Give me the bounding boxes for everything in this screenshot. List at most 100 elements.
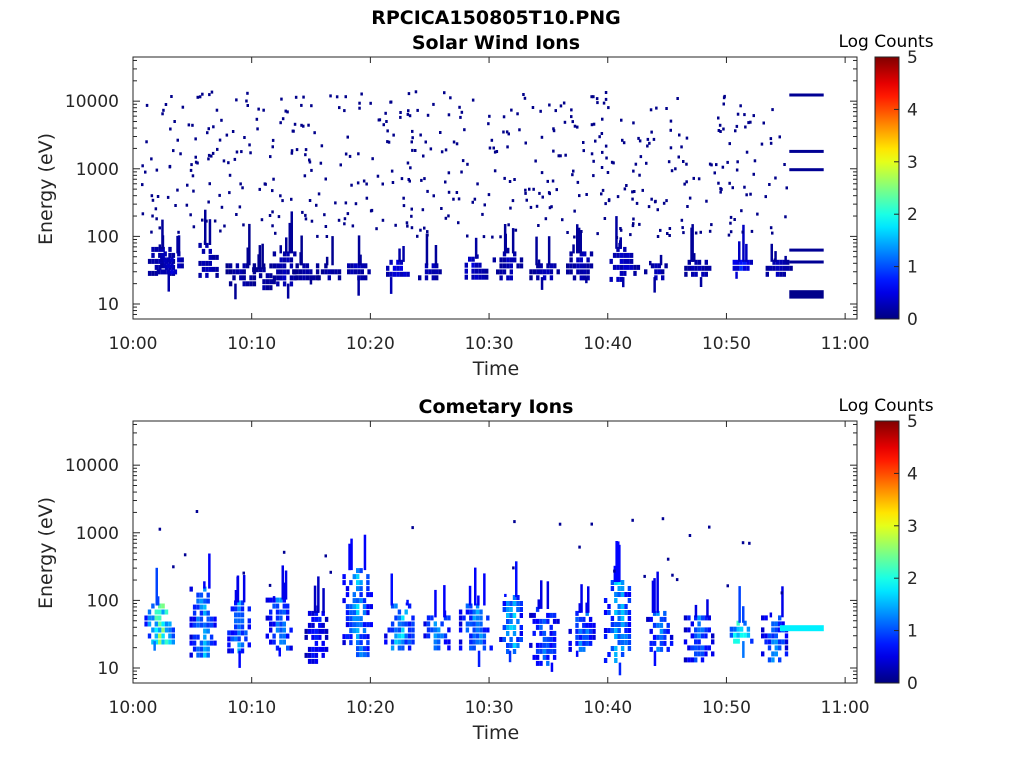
noise-point <box>172 565 175 569</box>
axes-frame <box>132 420 858 684</box>
cell <box>742 224 745 262</box>
cell <box>666 622 670 628</box>
cell <box>314 652 319 658</box>
cell <box>257 254 260 270</box>
colorbar-label: Log Counts <box>838 396 933 416</box>
cell <box>767 639 772 645</box>
noise-point <box>455 142 459 146</box>
noise-point <box>771 231 774 235</box>
cell <box>356 598 360 604</box>
noise-point <box>736 112 740 116</box>
cell <box>398 248 401 262</box>
cell <box>552 636 557 642</box>
noise-point <box>506 145 509 149</box>
cell <box>486 627 490 633</box>
cell <box>189 652 193 658</box>
noise-point <box>760 142 764 146</box>
cell <box>314 640 319 646</box>
cell <box>506 257 510 263</box>
cell <box>684 265 688 271</box>
cell <box>509 257 513 263</box>
cell <box>168 621 172 627</box>
cell <box>569 263 573 269</box>
noise-point <box>603 217 607 220</box>
noise-point <box>302 95 305 99</box>
noise-point <box>222 159 226 163</box>
cell <box>549 612 553 618</box>
cell <box>269 597 273 603</box>
cell <box>366 610 370 616</box>
noise-point <box>537 224 540 227</box>
cell <box>691 265 695 271</box>
noise-point <box>263 182 267 186</box>
cell <box>499 275 503 281</box>
cell <box>247 624 251 630</box>
noise-point <box>207 127 210 131</box>
cell <box>153 641 156 651</box>
noise-point <box>780 591 784 595</box>
noise-point <box>719 190 722 194</box>
noise-point <box>726 160 729 164</box>
cell <box>196 592 200 598</box>
cell <box>347 269 351 275</box>
cell <box>349 634 353 640</box>
noise-point <box>600 166 604 169</box>
noise-point <box>522 93 525 96</box>
cell <box>617 622 621 627</box>
noise-point <box>166 195 170 199</box>
cell <box>225 269 229 275</box>
noise-point <box>144 170 147 174</box>
cell <box>603 610 608 615</box>
cell <box>276 275 280 281</box>
cell <box>784 633 789 639</box>
noise-point <box>269 155 272 159</box>
cell <box>729 632 734 638</box>
cell <box>474 274 479 280</box>
cell <box>592 634 596 640</box>
cell <box>620 634 625 639</box>
cell <box>443 639 448 645</box>
cell <box>399 259 403 265</box>
cell <box>539 642 543 648</box>
noise-point <box>286 110 289 114</box>
cell <box>684 271 688 277</box>
noise-point <box>310 168 313 172</box>
cell <box>411 627 415 633</box>
cell <box>154 264 159 270</box>
cell <box>367 269 371 275</box>
cell <box>552 612 557 618</box>
cell <box>619 258 624 264</box>
x-tick-label: 10:10 <box>227 698 276 718</box>
cell <box>279 639 283 645</box>
band-mark <box>789 168 824 172</box>
cell <box>228 281 233 287</box>
noise-point <box>246 91 249 95</box>
y-tick-labels: 10 100 1000 10000 <box>65 92 119 315</box>
cell <box>386 265 390 271</box>
cell <box>502 637 506 642</box>
cell <box>704 627 708 633</box>
cell <box>739 265 743 271</box>
cell <box>163 263 167 269</box>
cell <box>447 645 451 651</box>
cell <box>282 263 287 269</box>
noise-point <box>233 157 237 161</box>
cell <box>603 658 608 663</box>
noise-point <box>493 169 497 173</box>
cell <box>279 269 283 275</box>
noise-point <box>170 95 173 98</box>
x-tick-label: 10:50 <box>702 334 751 354</box>
noise-point <box>231 130 235 133</box>
noise-point <box>592 122 596 126</box>
cluster-mark <box>269 211 297 299</box>
cell <box>624 604 628 609</box>
noise-point <box>631 190 634 194</box>
cell <box>244 636 248 642</box>
cell <box>247 642 251 648</box>
cell <box>566 269 570 275</box>
cell <box>240 600 245 606</box>
cell <box>201 266 206 272</box>
cell <box>239 269 243 275</box>
cell <box>156 269 161 275</box>
noise-point <box>682 231 685 235</box>
